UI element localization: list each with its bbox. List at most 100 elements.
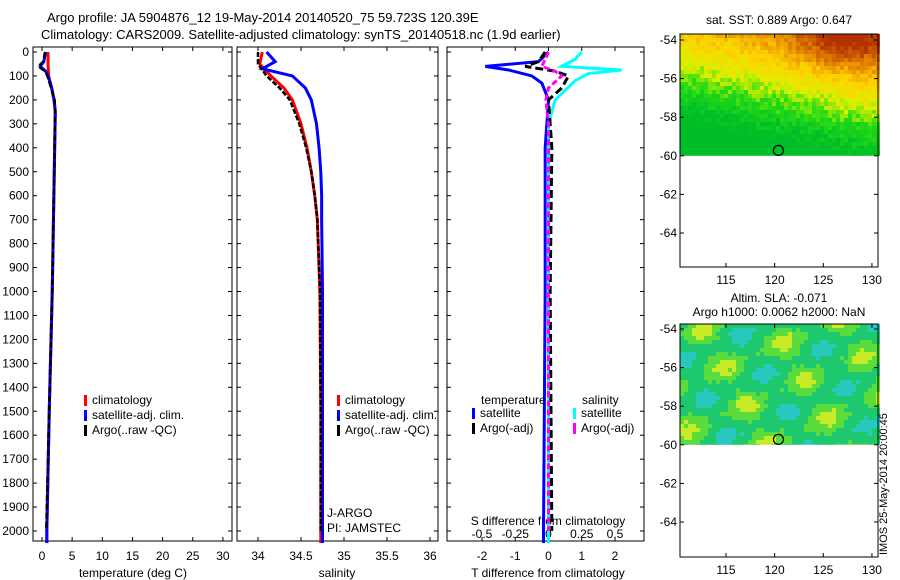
map-pixel — [856, 388, 860, 392]
map-pixel — [768, 444, 772, 445]
map-pixel — [776, 424, 780, 428]
map-pixel — [764, 372, 768, 376]
map-pixel — [764, 384, 768, 388]
map-pixel — [692, 432, 696, 436]
map-pixel — [684, 126, 688, 130]
map-pixel — [808, 408, 812, 412]
map-pixel — [856, 332, 860, 336]
map-pixel — [720, 134, 724, 138]
t-diff-satellite-line — [485, 50, 551, 543]
lon-tick-label: 120 — [765, 273, 785, 287]
map-pixel — [736, 332, 740, 336]
map-pixel — [836, 380, 840, 384]
map-pixel — [784, 404, 788, 408]
map-pixel — [820, 82, 824, 86]
map-pixel — [740, 38, 744, 42]
map-pixel — [864, 364, 868, 368]
map-pixel — [792, 38, 796, 42]
map-pixel — [860, 388, 864, 392]
map-pixel — [872, 356, 876, 360]
map-pixel — [772, 110, 776, 114]
map-pixel — [748, 408, 752, 412]
map-pixel — [860, 392, 864, 396]
map-pixel — [736, 142, 740, 146]
map-pixel — [772, 90, 776, 94]
map-pixel — [764, 360, 768, 364]
map-pixel — [848, 150, 852, 154]
map-pixel — [724, 62, 728, 66]
map-pixel — [872, 78, 876, 82]
map-pixel — [708, 332, 712, 336]
map-pixel — [804, 62, 808, 66]
map-pixel — [872, 368, 876, 372]
map-pixel — [708, 98, 712, 102]
map-pixel — [828, 364, 832, 368]
map-pixel — [848, 90, 852, 94]
map-pixel — [776, 356, 780, 360]
map-pixel — [828, 344, 832, 348]
map-pixel — [728, 86, 732, 90]
map-pixel — [868, 324, 872, 328]
map-pixel — [684, 384, 688, 388]
map-pixel — [764, 340, 768, 344]
map-pixel — [828, 134, 832, 138]
map-pixel — [680, 384, 684, 388]
map-pixel — [808, 324, 812, 328]
map-pixel — [868, 86, 872, 90]
map-pixel — [680, 388, 684, 392]
map-pixel — [684, 86, 688, 90]
map-pixel — [720, 420, 724, 424]
map-pixel — [772, 364, 776, 368]
map-pixel — [748, 114, 752, 118]
map-pixel — [824, 396, 828, 400]
map-pixel — [788, 440, 792, 444]
map-pixel — [692, 424, 696, 428]
map-pixel — [696, 400, 700, 404]
map-pixel — [736, 74, 740, 78]
map-pixel — [680, 380, 684, 384]
map-pixel — [828, 110, 832, 114]
map-pixel — [688, 38, 692, 42]
map-pixel — [712, 106, 716, 110]
map-pixel — [708, 380, 712, 384]
map-pixel — [712, 400, 716, 404]
map-pixel — [768, 348, 772, 352]
map-pixel — [792, 380, 796, 384]
map-pixel — [816, 364, 820, 368]
map-pixel — [872, 336, 876, 340]
map-pixel — [832, 142, 836, 146]
map-pixel — [864, 114, 868, 118]
map-pixel — [732, 42, 736, 46]
map-pixel — [812, 416, 816, 420]
lat-tick-label: -62 — [660, 476, 678, 490]
map-pixel — [772, 94, 776, 98]
map-pixel — [760, 146, 764, 150]
map-pixel — [868, 444, 872, 445]
pi-annotation: PI: JAMSTEC — [327, 521, 401, 535]
lon-tick-label: 115 — [716, 273, 735, 287]
map-pixel — [744, 102, 748, 106]
map-pixel — [728, 332, 732, 336]
map-pixel — [696, 424, 700, 428]
map-pixel — [684, 432, 688, 436]
map-pixel — [764, 122, 768, 126]
map-pixel — [688, 102, 692, 106]
map-pixel — [864, 42, 868, 46]
map-pixel — [820, 380, 824, 384]
map-pixel — [864, 122, 868, 126]
map-pixel — [780, 102, 784, 106]
map-pixel — [768, 94, 772, 98]
map-pixel — [820, 412, 824, 416]
map-pixel — [704, 440, 708, 444]
map-pixel — [864, 416, 868, 420]
map-pixel — [764, 150, 768, 154]
map-pixel — [840, 380, 844, 384]
map-pixel — [796, 388, 800, 392]
map-pixel — [752, 138, 756, 142]
map-pixel — [728, 50, 732, 54]
map-pixel — [724, 408, 728, 412]
map-pixel — [792, 50, 796, 54]
map-pixel — [700, 360, 704, 364]
map-pixel — [700, 142, 704, 146]
map-pixel — [812, 122, 816, 126]
